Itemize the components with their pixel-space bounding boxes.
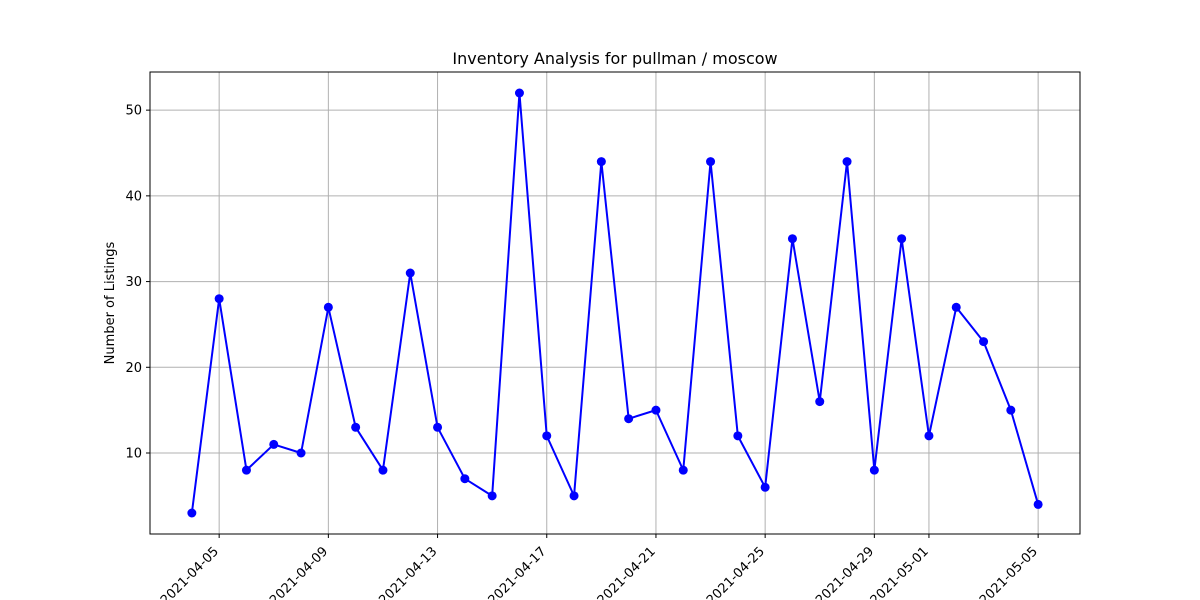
data-point xyxy=(951,302,961,312)
data-point xyxy=(378,465,388,475)
y-tick-label: 20 xyxy=(125,361,142,376)
data-point xyxy=(187,508,197,518)
x-tick-label: 2021-04-05 xyxy=(158,544,222,600)
data-point xyxy=(733,431,743,441)
data-point xyxy=(869,465,879,475)
data-point xyxy=(1006,405,1016,415)
data-point xyxy=(760,482,770,492)
y-tick-label: 50 xyxy=(125,104,142,119)
data-point xyxy=(596,157,606,167)
x-tick-label: 2021-04-13 xyxy=(376,544,440,600)
x-tick-label: 2021-05-05 xyxy=(977,544,1041,600)
data-point xyxy=(787,234,797,244)
data-point xyxy=(706,157,716,167)
x-tick-label: 2021-04-21 xyxy=(595,544,659,600)
data-point xyxy=(924,431,934,441)
x-tick-label: 2021-04-29 xyxy=(813,544,877,600)
y-axis-label: Number of Listings xyxy=(103,241,118,364)
x-tick-label: 2021-04-25 xyxy=(704,544,768,600)
data-point xyxy=(624,414,634,424)
x-tick-label: 2021-04-17 xyxy=(486,544,550,600)
data-point xyxy=(678,465,688,475)
series-layer xyxy=(187,88,1043,518)
y-tick-label: 30 xyxy=(125,275,142,290)
data-point xyxy=(323,302,333,312)
data-point xyxy=(433,422,443,432)
data-point xyxy=(979,337,989,347)
data-point xyxy=(842,157,852,167)
axis-layer: 2021-04-05 2021-04-09 2021-04-13 2021-04-17… xyxy=(125,104,1041,600)
series-line xyxy=(190,92,1040,514)
plot-frame xyxy=(149,71,1081,535)
data-point xyxy=(351,422,361,432)
data-point xyxy=(1033,499,1043,509)
data-point xyxy=(514,88,524,98)
data-point xyxy=(542,431,552,441)
data-point xyxy=(815,397,825,407)
data-point xyxy=(405,268,415,278)
data-point xyxy=(460,474,470,484)
chart-title: Inventory Analysis for pullman / moscow xyxy=(452,49,777,68)
x-tick-label: 2021-04-09 xyxy=(267,544,331,600)
data-point xyxy=(269,439,279,449)
data-point xyxy=(214,294,224,304)
data-point xyxy=(569,491,579,501)
grid-layer xyxy=(150,72,1080,534)
data-point xyxy=(241,465,251,475)
y-tick-label: 40 xyxy=(125,189,142,204)
x-tick-label: 2021-05-01 xyxy=(868,544,932,600)
data-point xyxy=(897,234,907,244)
data-point xyxy=(296,448,306,458)
data-point xyxy=(651,405,661,415)
data-point xyxy=(487,491,497,501)
y-tick-label: 10 xyxy=(125,447,142,462)
